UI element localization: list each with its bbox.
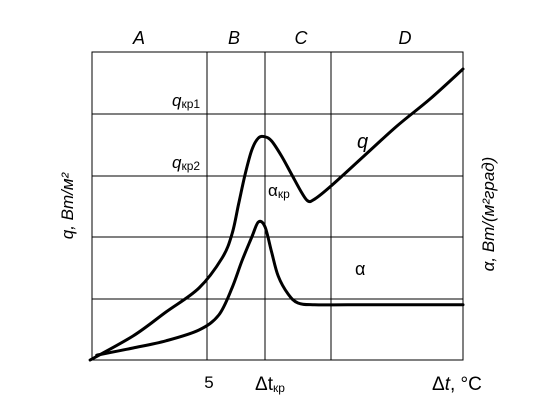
- plot-frame: [91, 51, 464, 361]
- xtick-dtkr: Δtкр: [255, 374, 285, 395]
- x-axis-label: Δt, °C: [432, 374, 482, 395]
- series-line-alpha: [95, 219, 465, 357]
- annotations: q α αкр qкр1 qкр2 5 Δtкр Δt, °C q, Вт/м² α, Вт/(м…: [58, 91, 498, 395]
- ymarker-qkr2: qкр2: [172, 153, 200, 173]
- zone-label-C: C: [295, 28, 309, 48]
- xtick-5: 5: [204, 373, 213, 392]
- y-axis-label-right: α, Вт/(м²град): [479, 157, 498, 272]
- zone-labels: A B C D: [132, 28, 412, 48]
- alpha-peak-label: αкр: [268, 181, 290, 201]
- zone-label-D: D: [399, 28, 412, 48]
- zone-label-A: A: [132, 28, 145, 48]
- chart-grid: [91, 51, 464, 361]
- zone-label-B: B: [228, 28, 240, 48]
- curves: [88, 67, 465, 362]
- series-label-q: q: [357, 131, 368, 153]
- series-line-q: [88, 67, 465, 362]
- series-label-alpha: α: [355, 259, 365, 279]
- y-axis-label-left: q, Вт/м²: [58, 171, 77, 239]
- ymarker-qkr1: qкр1: [172, 91, 200, 111]
